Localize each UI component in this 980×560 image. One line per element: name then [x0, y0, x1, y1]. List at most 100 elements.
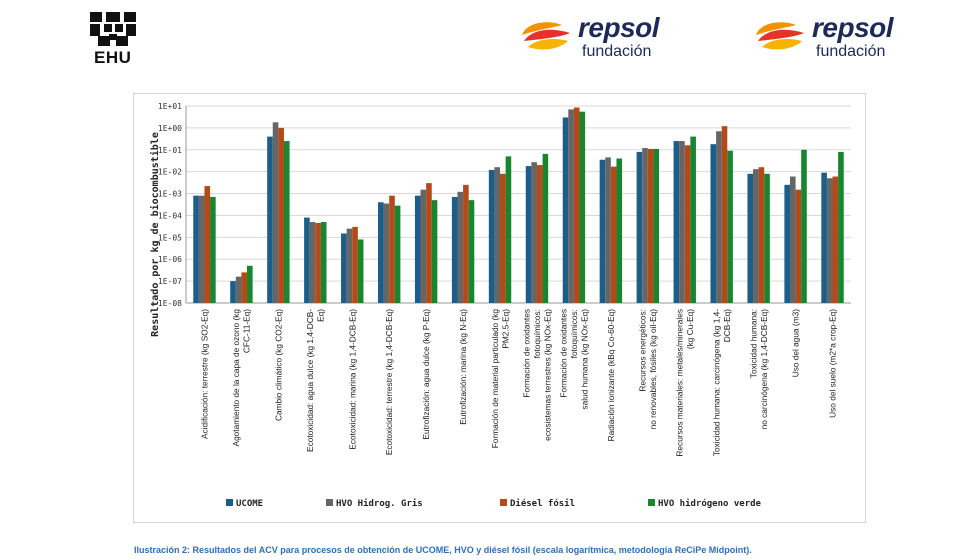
bar: [573, 107, 580, 303]
legend-label: UCOME: [236, 499, 263, 509]
category-label-line: CFC-11-Eq): [242, 309, 252, 353]
category-label: Agotamiento de la capa de ozono (kgCFC-1…: [231, 309, 252, 447]
y-tick-label: 1E-06: [158, 255, 182, 264]
category-label-line: fotoquímicos:: [569, 309, 579, 358]
bar: [727, 150, 733, 303]
bar: [230, 281, 236, 303]
bar: [599, 159, 606, 303]
bar: [753, 169, 759, 303]
y-axis-label: Resultado por kg de biocombustible: [149, 132, 161, 337]
bar: [494, 167, 501, 303]
repsol-mark-icon: [522, 22, 570, 50]
y-tick-label: 1E-07: [158, 277, 182, 286]
category-label-line: Formación de material particulado (kg: [490, 309, 500, 449]
category-label-line: Toxicidad humana: carcinógena (kg 1,4-: [711, 309, 721, 456]
y-tick-label: 1E-03: [158, 190, 182, 199]
bar: [684, 145, 691, 303]
repsol-brand: repsol: [578, 12, 660, 43]
bar: [647, 148, 654, 303]
figure-caption: Ilustración 2: Resultados del ACV para p…: [134, 545, 752, 555]
bar: [247, 265, 253, 303]
category-label-line: Formación de oxidantes: [558, 309, 568, 398]
bar: [457, 191, 464, 303]
bar: [653, 148, 660, 303]
y-tick-label: 1E-02: [158, 168, 182, 177]
bar: [636, 151, 643, 303]
bar: [525, 166, 532, 303]
legend-swatch: [648, 499, 655, 506]
bar: [642, 148, 648, 303]
category-label-line: Eutrofización: marina (kg N-Eq): [458, 309, 468, 425]
category-label-line: no renovables, fósiles (kg oil-Eq): [648, 309, 658, 430]
category-label: Formación de material particulado (kgPM2…: [490, 309, 511, 449]
category-label: Eutrofización: agua dulce (kg P-Eq): [421, 309, 431, 440]
category-label-line: Recursos energéticos:: [638, 309, 648, 392]
bar: [346, 228, 353, 303]
bar: [267, 136, 273, 303]
category-label-line: Acidificación: terrestre (kg SO2-Eq): [199, 309, 209, 439]
category-label: Uso del suelo (m2*a crop-Eq): [828, 309, 838, 418]
bar: [320, 222, 327, 303]
bar: [579, 111, 586, 304]
bar: [394, 205, 401, 303]
category-label: Toxicidad humana: carcinógena (kg 1,4-DC…: [711, 309, 732, 456]
category-label-line: PM2.5-Eq): [500, 309, 510, 349]
bar: [500, 173, 506, 303]
bar: [315, 223, 321, 303]
bar: [610, 166, 617, 303]
bar: [377, 202, 384, 303]
y-tick-label: 1E-05: [158, 233, 182, 242]
bar: [826, 178, 833, 303]
ehu-logo: [88, 10, 144, 70]
chart-frame: 1E-08 1E-07 1E-06 1E-05 1E-04 1E-03 1E-02 1E-01…: [133, 93, 866, 523]
repsol-sub: fundación: [582, 43, 652, 60]
bar: [673, 141, 680, 303]
bar: [278, 127, 284, 303]
category-label: Eutrofización: marina (kg N-Eq): [458, 309, 468, 425]
legend-label: Diésel fósil: [510, 498, 575, 509]
category-label: Recursos energéticos:no renovables, fósi…: [638, 309, 659, 430]
category-label-line: DCB-Eq): [722, 309, 732, 342]
bar: [505, 156, 512, 303]
category-label: Ecotoxicidad: agua dulce (kg 1,4-DCB-Eq): [305, 309, 326, 452]
legend-label: HVO Hidrog. Gris: [336, 498, 423, 509]
y-tick-label: 1E+01: [158, 102, 182, 111]
y-tick-label: 1E-04: [158, 211, 182, 220]
category-label-line: Formación de oxidantes: [521, 309, 531, 398]
legend-swatch: [226, 499, 233, 506]
bar: [605, 157, 611, 303]
bar: [414, 195, 421, 303]
bar: [716, 131, 722, 303]
bar: [198, 195, 205, 303]
bar: [764, 173, 770, 303]
category-label-line: Uso del agua (m3): [791, 309, 801, 377]
category-label-line: salud humana (kg NOx-Eq): [579, 309, 589, 410]
category-label-line: no carcinógena (kg 1,4-DCB-Eq): [759, 309, 769, 430]
category-label: Radiación ionizante (kBq Co-60-Eq): [606, 309, 616, 442]
legend-swatch: [500, 499, 507, 506]
bar: [283, 141, 290, 303]
repsol-mark-icon: [756, 22, 804, 50]
category-label-line: (kg Cu-Eq): [685, 309, 695, 349]
category-label-line: Toxicidad humana:: [748, 309, 758, 378]
bar: [389, 195, 395, 303]
category-label-line: Eq): [316, 309, 326, 322]
repsol-sub: fundación: [816, 43, 886, 60]
bar: [789, 176, 796, 303]
bar: [204, 186, 211, 303]
category-label: Cambio climático (kg CO2-Eq): [273, 309, 283, 421]
category-label-line: fotoquímicos:: [532, 309, 542, 358]
bar: [784, 184, 790, 303]
bar: [463, 184, 469, 303]
category-label: Toxicidad humana:no carcinógena (kg 1,4-…: [748, 309, 769, 430]
category-label-line: Recursos materiales: metales/minerales: [675, 309, 685, 457]
category-label: Recursos materiales: metales/minerales(k…: [675, 309, 696, 457]
bar: [838, 151, 844, 303]
category-label: Formación de oxidantesfotoquímicos:ecosi…: [521, 309, 552, 441]
bar: [747, 173, 754, 303]
bar: [193, 195, 199, 303]
bar: [710, 144, 717, 303]
repsol-brand: repsol: [812, 12, 894, 43]
bar: [272, 122, 279, 303]
bar: [352, 226, 358, 303]
